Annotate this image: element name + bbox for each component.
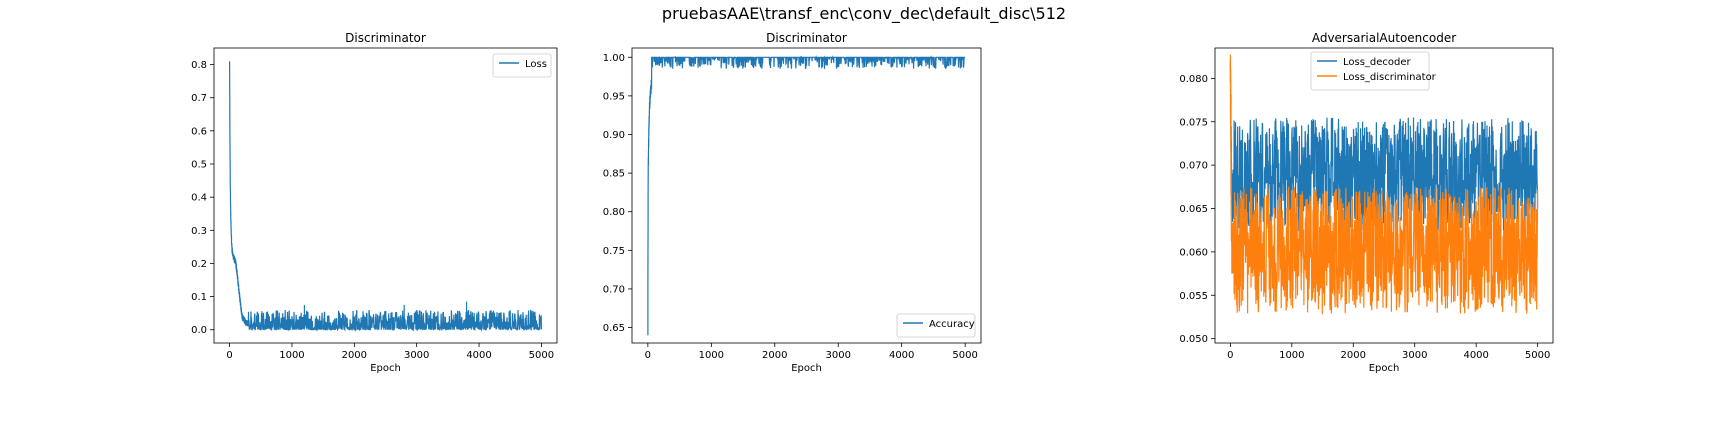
x-axis-label: Epoch xyxy=(1369,363,1400,374)
plot-area xyxy=(229,61,542,332)
y-tick-label: 0.050 xyxy=(1179,334,1208,345)
legend-box xyxy=(1310,51,1430,91)
plot-area xyxy=(647,55,966,336)
y-tick-label: 0.2 xyxy=(191,259,207,270)
y-tick-label: 0.5 xyxy=(191,160,207,171)
y-tick-label: 1.00 xyxy=(603,53,625,64)
y-tick-label: 0.075 xyxy=(1179,117,1208,128)
y-tick-label: 0.6 xyxy=(191,126,207,137)
y-tick-label: 0.055 xyxy=(1179,291,1208,302)
x-tick-label: 3000 xyxy=(826,350,851,361)
y-tick-label: 0.070 xyxy=(1179,161,1208,172)
series-line-accuracy xyxy=(647,55,966,336)
y-tick-label: 0.7 xyxy=(191,93,207,104)
legend: Loss xyxy=(492,53,552,78)
legend-box xyxy=(896,313,976,338)
figure-suptitle: pruebasAAE\transf_enc\conv_dec\default_d… xyxy=(661,4,1067,23)
legend: Accuracy xyxy=(896,313,976,338)
x-tick-label: 0 xyxy=(1227,350,1233,361)
series-line-loss-discriminator xyxy=(1229,54,1539,315)
x-tick-label: 5000 xyxy=(529,350,554,361)
x-tick-label: 2000 xyxy=(762,350,787,361)
axes-frame xyxy=(631,47,982,344)
legend-label: Loss_discriminator xyxy=(1343,72,1437,83)
axes-frame xyxy=(213,47,558,344)
chart-discriminator-accuracy: Discriminator 0 1000 2000 3000 4000 5000 0.65 0.… xyxy=(603,31,982,374)
plot-area xyxy=(1229,54,1539,315)
x-tick-label: 0 xyxy=(226,350,232,361)
y-tick-label: 0.70 xyxy=(603,284,625,295)
axes-frame xyxy=(1214,47,1554,344)
x-tick-label: 4000 xyxy=(466,350,491,361)
x-tick-label: 4000 xyxy=(889,350,914,361)
x-tick-label: 1000 xyxy=(699,350,724,361)
x-tick-label: 0 xyxy=(645,350,651,361)
x-tick-label: 2000 xyxy=(342,350,367,361)
x-tick-label: 1000 xyxy=(1279,350,1304,361)
legend-label: Loss_decoder xyxy=(1343,57,1412,68)
legend: Loss_decoder Loss_discriminator xyxy=(1310,51,1437,91)
y-tick-label: 0.80 xyxy=(603,207,625,218)
series-line-loss xyxy=(229,61,542,332)
x-tick-label: 3000 xyxy=(404,350,429,361)
legend-label: Loss xyxy=(525,59,547,70)
chart-title: Discriminator xyxy=(345,31,426,45)
chart-title: Discriminator xyxy=(766,31,847,45)
y-tick-label: 0.060 xyxy=(1179,247,1208,258)
y-tick-label: 0.85 xyxy=(603,169,625,180)
legend-box xyxy=(492,53,552,78)
y-tick-label: 0.3 xyxy=(191,226,207,237)
x-tick-label: 5000 xyxy=(952,350,977,361)
x-axis-label: Epoch xyxy=(791,363,822,374)
y-tick-label: 0.90 xyxy=(603,130,625,141)
chart-discriminator-loss: Discriminator 0 1000 2000 3000 4000 5000 0.0 0.1… xyxy=(191,31,558,374)
chart-title: AdversarialAutoencoder xyxy=(1312,31,1456,45)
x-tick-label: 2000 xyxy=(1341,350,1366,361)
y-tick-label: 0.0 xyxy=(191,325,207,336)
y-tick-label: 0.4 xyxy=(191,193,207,204)
x-tick-label: 3000 xyxy=(1402,350,1427,361)
y-tick-label: 0.75 xyxy=(603,246,625,257)
x-tick-label: 1000 xyxy=(279,350,304,361)
y-tick-label: 0.8 xyxy=(191,60,207,71)
y-tick-label: 0.080 xyxy=(1179,74,1208,85)
x-tick-label: 5000 xyxy=(1525,350,1550,361)
x-axis-label: Epoch xyxy=(370,363,401,374)
x-tick-label: 4000 xyxy=(1463,350,1488,361)
y-tick-label: 0.95 xyxy=(603,91,625,102)
y-tick-label: 0.65 xyxy=(603,323,625,334)
y-tick-label: 0.065 xyxy=(1179,204,1208,215)
chart-adversarial-autoencoder: AdversarialAutoencoder 0 1000 2000 3000 4000 5… xyxy=(1179,31,1554,374)
legend-label: Accuracy xyxy=(929,319,975,330)
series-line-loss-decoder xyxy=(1229,61,1539,232)
y-tick-label: 0.1 xyxy=(191,292,207,303)
